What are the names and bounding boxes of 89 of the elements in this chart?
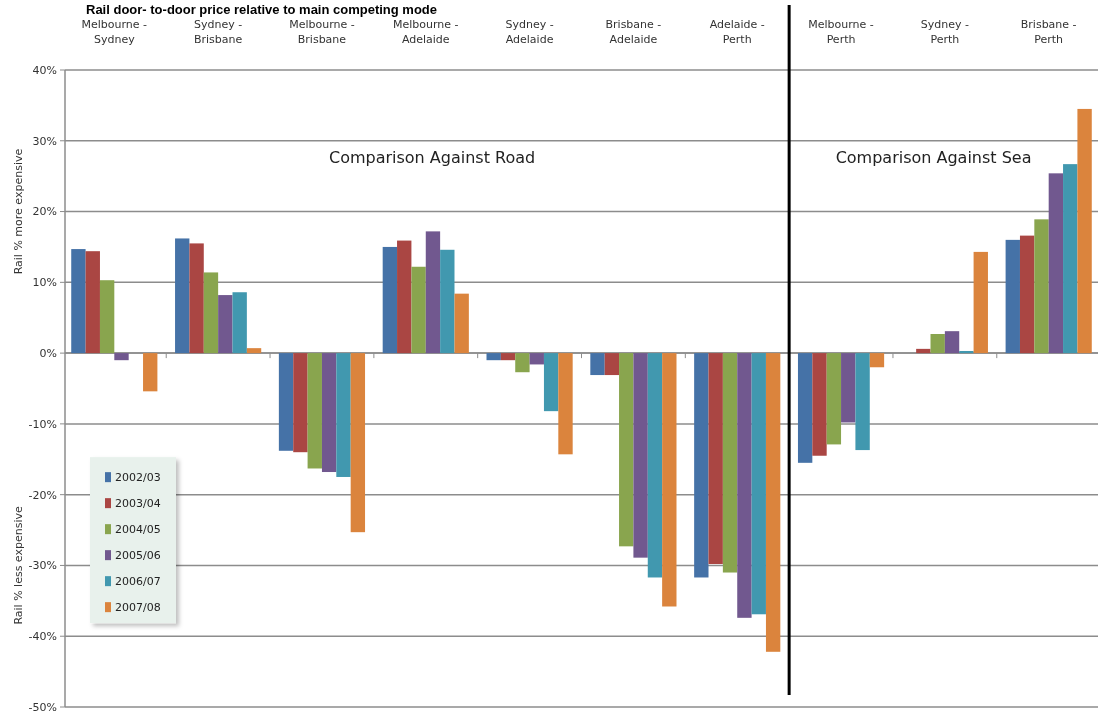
- y-axis-title: Rail % more expensive: [12, 148, 25, 275]
- bar: [619, 353, 634, 547]
- x-tick-label: Adelaide - Perth: [709, 18, 765, 46]
- bar: [737, 353, 752, 618]
- bar: [694, 353, 709, 578]
- bar: [959, 350, 974, 354]
- y-tick-label: 20%: [32, 205, 57, 219]
- legend-label: 2002/03: [115, 471, 161, 484]
- annotation: Comparison Against Road: [328, 148, 536, 168]
- bar: [708, 353, 723, 565]
- x-tick-label: Melbourne - Sydney: [81, 18, 148, 46]
- legend-label: 2007/08: [115, 601, 161, 614]
- bar: [751, 353, 766, 615]
- bar: [916, 348, 931, 354]
- y-tick-label: 30%: [32, 134, 57, 148]
- bar: [486, 353, 501, 361]
- bar: [529, 353, 544, 365]
- x-tick-label: Sydney - Perth: [920, 18, 969, 46]
- x-tick-label: Melbourne - Adelaide: [393, 18, 459, 46]
- bar: [143, 353, 158, 392]
- text: Rail % less expensive: [12, 506, 25, 625]
- bar: [558, 353, 573, 455]
- x-tick-label: Brisbane - Adelaide: [605, 18, 662, 46]
- annotation: Comparison Against Sea: [835, 148, 1032, 168]
- bar: [114, 353, 129, 361]
- bar: [397, 240, 412, 354]
- bar: [797, 353, 813, 463]
- bar: [307, 353, 322, 469]
- bar: [944, 331, 960, 354]
- x-tick-label: Melbourne - Perth: [808, 18, 874, 46]
- bar: [543, 353, 559, 412]
- bar: [278, 353, 294, 451]
- y-tick-label: -30%: [28, 559, 57, 573]
- bar: [336, 353, 351, 477]
- bar: [203, 272, 219, 354]
- y-tick-label: 40%: [32, 63, 57, 77]
- legend-label: 2004/05: [115, 523, 161, 536]
- bar: [293, 353, 308, 453]
- bar: [71, 249, 86, 354]
- bar: [1005, 239, 1020, 354]
- bar: [218, 295, 233, 354]
- bar: [382, 246, 398, 354]
- x-tick-label: Sydney - Brisbane: [193, 18, 243, 46]
- bar: [99, 280, 115, 354]
- bar: [321, 353, 337, 473]
- bar: [590, 353, 605, 376]
- bar: [440, 249, 455, 354]
- y-tick-label: 10%: [32, 276, 57, 290]
- bar: [855, 353, 870, 451]
- bar: [633, 353, 648, 558]
- bar: [647, 353, 663, 578]
- bar: [175, 238, 190, 354]
- x-tick-label: Brisbane - Perth: [1020, 18, 1077, 46]
- bar: [454, 293, 469, 354]
- bar: [350, 353, 366, 533]
- bar: [841, 353, 856, 423]
- bar: [500, 353, 516, 361]
- bar: [973, 251, 988, 354]
- bar: [869, 353, 885, 368]
- bar: [662, 353, 677, 607]
- x-tick-label: Melbourne - Brisbane: [289, 18, 355, 46]
- bar: [1077, 108, 1092, 354]
- bar: [765, 353, 781, 652]
- bar: [246, 348, 262, 354]
- bar: [189, 243, 204, 354]
- bar: [722, 353, 738, 573]
- bar: [826, 353, 842, 445]
- bar: [85, 251, 100, 354]
- chart-title: Rail door- to-door price relative to main competing mode: [86, 2, 438, 17]
- bar: [604, 353, 620, 376]
- x-tick-label: Sydney - Adelaide: [505, 18, 554, 46]
- legend-label: 2006/07: [115, 575, 161, 588]
- bar: [515, 353, 530, 373]
- bar: [812, 353, 827, 456]
- bar: [232, 292, 247, 354]
- bar: [411, 266, 426, 354]
- legend-label: 2003/04: [115, 497, 161, 510]
- bar: [1034, 219, 1049, 354]
- y-tick-label: -40%: [28, 630, 57, 644]
- bar: [1063, 164, 1078, 354]
- y-tick-label: 0%: [39, 346, 57, 360]
- y-tick-label: -50%: [28, 700, 57, 711]
- legend-label: 2005/06: [115, 549, 161, 562]
- bar: [1019, 235, 1035, 354]
- bar: [1048, 173, 1064, 354]
- bar: [425, 231, 441, 354]
- y-tick-label: -20%: [28, 488, 57, 502]
- bar: [930, 334, 945, 354]
- y-tick-label: -10%: [28, 417, 57, 431]
